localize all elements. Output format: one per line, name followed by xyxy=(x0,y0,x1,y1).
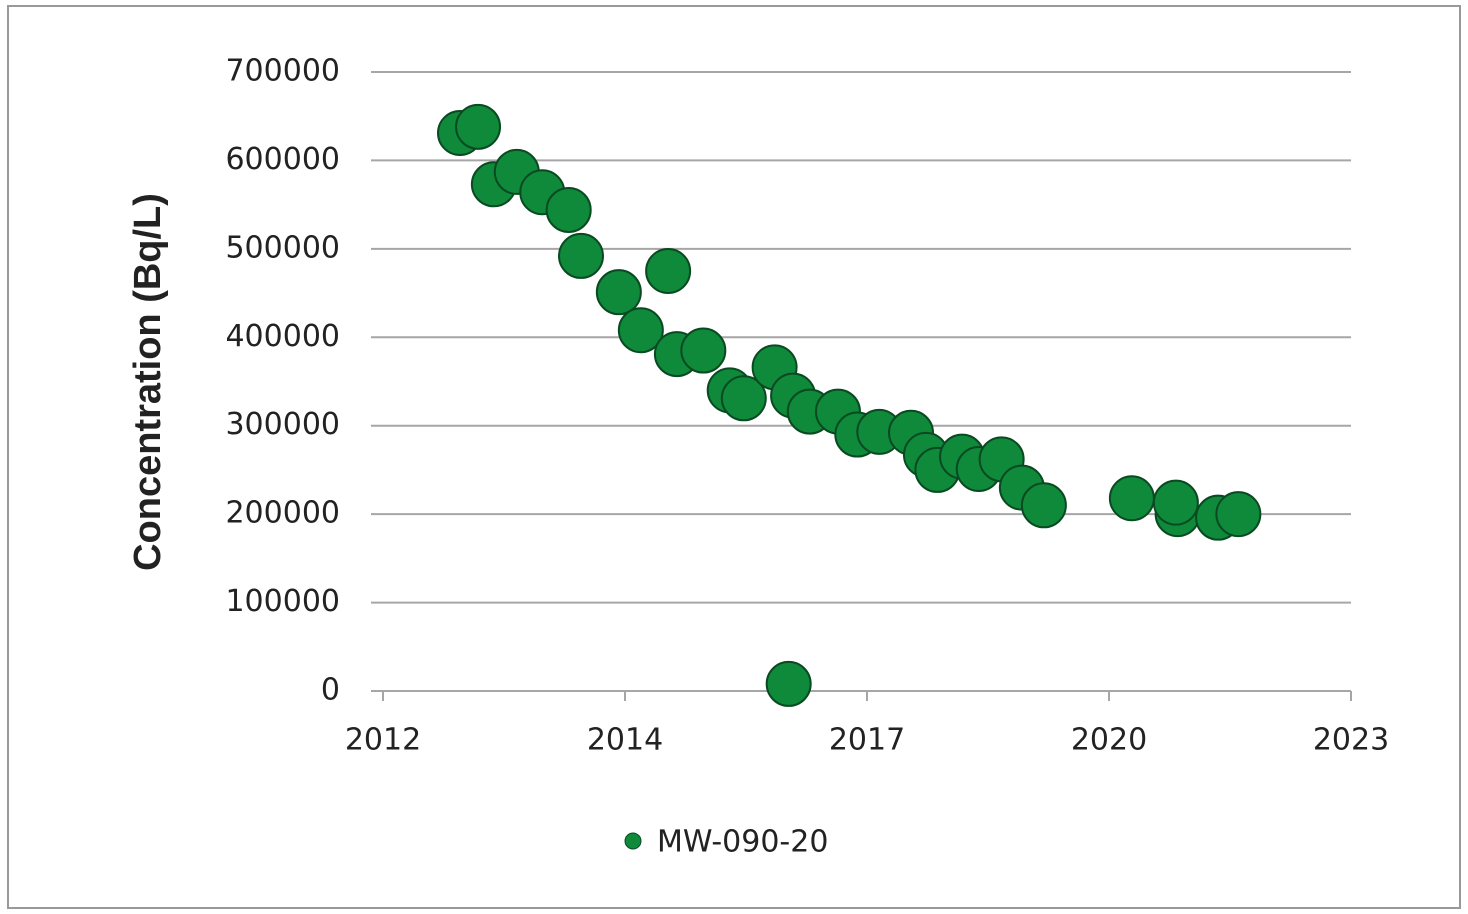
data-point xyxy=(765,660,812,707)
data-point xyxy=(720,375,767,422)
data-point xyxy=(617,307,664,354)
y-tick-label: 100000 xyxy=(225,584,340,619)
y-axis-label: Concentration (Bq/L) xyxy=(127,193,169,571)
x-tick-label: 2017 xyxy=(829,723,905,758)
y-tick-label: 600000 xyxy=(225,142,340,177)
x-tick-label: 2014 xyxy=(587,723,663,758)
data-point xyxy=(1152,479,1199,526)
x-tick-label: 2020 xyxy=(1071,723,1147,758)
data-point xyxy=(645,247,692,294)
data-point xyxy=(680,327,727,374)
legend-label: MW-090-20 xyxy=(657,825,828,860)
y-tick-label: 400000 xyxy=(225,319,340,354)
data-point xyxy=(1108,475,1155,522)
y-tick-label: 700000 xyxy=(225,54,340,89)
y-tick-label: 500000 xyxy=(225,230,340,265)
data-point xyxy=(1020,482,1067,529)
data-point xyxy=(558,232,604,279)
legend-marker xyxy=(624,832,642,850)
y-tick-label: 0 xyxy=(321,673,340,708)
y-tick-label: 200000 xyxy=(225,496,340,531)
data-point xyxy=(455,103,502,150)
y-tick-label: 300000 xyxy=(225,407,340,442)
x-tick-label: 2012 xyxy=(345,723,421,758)
data-point xyxy=(595,269,642,316)
chart-border xyxy=(7,5,1461,909)
data-point xyxy=(1215,491,1262,538)
x-tick-label: 2023 xyxy=(1313,723,1389,758)
data-point xyxy=(545,186,592,233)
